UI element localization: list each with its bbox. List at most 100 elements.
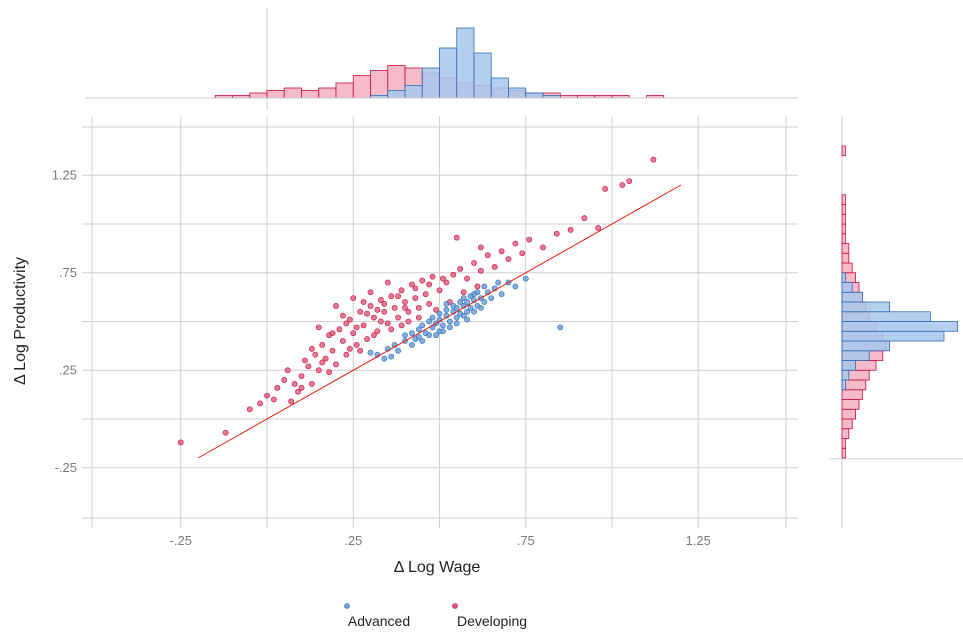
data-point-advanced — [415, 326, 422, 333]
data-point-developing — [491, 263, 498, 270]
hist-top-bar-advanced — [439, 47, 458, 99]
hist-right-bar-advanced — [841, 311, 931, 322]
data-point-developing — [626, 178, 633, 184]
data-point-developing — [433, 306, 439, 313]
data-point-advanced — [481, 283, 488, 290]
data-point-developing — [346, 345, 353, 352]
data-point-developing — [319, 359, 326, 366]
data-point-developing — [177, 439, 184, 446]
legend-developing-marker — [452, 603, 458, 609]
hist-right-bar-developing — [841, 408, 857, 420]
data-point-developing — [291, 380, 298, 387]
y-tick-label: -.25 — [55, 460, 77, 475]
data-point-developing — [377, 318, 384, 325]
data-point-developing — [315, 324, 322, 331]
top-histogram — [86, 8, 798, 110]
data-point-advanced — [440, 322, 446, 329]
data-point-advanced — [443, 301, 450, 307]
data-point-developing — [384, 279, 391, 286]
x-axis-title: Δ Log Wage — [394, 559, 481, 576]
x-tick-label: 1.25 — [686, 533, 711, 548]
data-point-developing — [457, 265, 464, 272]
y-tick-labels: -.25 .25 .75 1.25 — [52, 167, 77, 475]
data-point-advanced — [395, 347, 401, 354]
data-point-advanced — [512, 283, 519, 290]
hist-top-bar-developing — [283, 87, 302, 99]
data-point-developing — [426, 301, 433, 307]
data-point-developing — [402, 299, 408, 305]
hist-top-bar-advanced — [421, 67, 440, 99]
hist-top-bar-advanced — [387, 90, 406, 99]
hist-right-bar-developing — [841, 262, 853, 274]
data-point-developing — [315, 367, 322, 374]
data-point-developing — [222, 429, 229, 436]
data-point-developing — [333, 361, 339, 368]
data-point-developing — [602, 185, 608, 192]
data-point-developing — [398, 287, 405, 294]
data-point-developing — [415, 304, 422, 311]
data-point-advanced — [446, 318, 453, 325]
hist-top-bar-advanced — [456, 27, 475, 99]
data-point-developing — [474, 283, 481, 290]
data-point-advanced — [408, 330, 415, 337]
data-point-advanced — [453, 314, 460, 321]
data-point-developing — [540, 244, 546, 251]
data-point-developing — [350, 295, 357, 301]
fit-line — [197, 184, 682, 459]
data-point-developing — [367, 302, 374, 309]
data-point-developing — [329, 347, 336, 354]
hist-top-bar-developing — [301, 90, 320, 99]
data-point-developing — [257, 400, 263, 407]
data-point-developing — [298, 373, 305, 379]
hist-top-bar-developing — [266, 90, 285, 99]
data-point-developing — [381, 308, 388, 315]
legend-advanced-label: Advanced — [348, 613, 410, 629]
legend-developing-label: Developing — [457, 613, 527, 629]
data-point-developing — [312, 351, 319, 358]
hist-right-bar-developing — [841, 194, 846, 205]
data-point-developing — [343, 320, 350, 327]
data-point-advanced — [419, 322, 426, 329]
data-point-advanced — [367, 349, 374, 356]
data-point-advanced — [419, 338, 426, 344]
hist-top-bar-advanced — [473, 52, 492, 99]
data-point-developing — [391, 304, 398, 311]
data-point-developing — [367, 289, 374, 296]
hist-right-bar-advanced — [841, 350, 870, 361]
data-point-developing — [305, 363, 312, 370]
data-point-developing — [295, 388, 301, 395]
data-point-developing — [288, 398, 295, 405]
data-point-developing — [450, 271, 457, 278]
data-point-developing — [422, 291, 429, 298]
x-tick-labels: -.25 .25 .75 1.25 — [170, 533, 711, 548]
data-point-advanced — [429, 314, 436, 321]
data-point-developing — [339, 338, 346, 344]
data-point-advanced — [477, 304, 484, 311]
data-point-developing — [339, 312, 346, 319]
hist-right-bar-developing — [841, 389, 863, 400]
x-tick-label: -.25 — [170, 533, 192, 548]
data-point-developing — [471, 260, 477, 266]
data-point-developing — [484, 252, 491, 259]
main-grid — [82, 116, 798, 528]
hist-top-bar-developing — [370, 70, 389, 99]
data-point-developing — [246, 406, 253, 413]
hist-top-bar-developing — [318, 87, 337, 99]
developing-points — [177, 156, 657, 446]
x-tick-label: .75 — [517, 533, 535, 548]
data-point-developing — [326, 369, 332, 376]
hist-right-bar-advanced — [841, 282, 853, 293]
hist-right-bar-developing — [841, 252, 850, 264]
data-point-developing — [302, 357, 308, 364]
data-point-developing — [526, 236, 533, 243]
data-point-developing — [408, 281, 415, 288]
hist-right-bar-developing — [841, 447, 846, 459]
data-point-developing — [364, 336, 370, 342]
data-point-developing — [405, 318, 412, 325]
hist-right-bar-developing — [841, 418, 853, 430]
data-point-developing — [477, 267, 484, 274]
data-point-developing — [353, 341, 360, 348]
data-point-developing — [357, 347, 364, 354]
data-point-advanced — [415, 334, 422, 340]
